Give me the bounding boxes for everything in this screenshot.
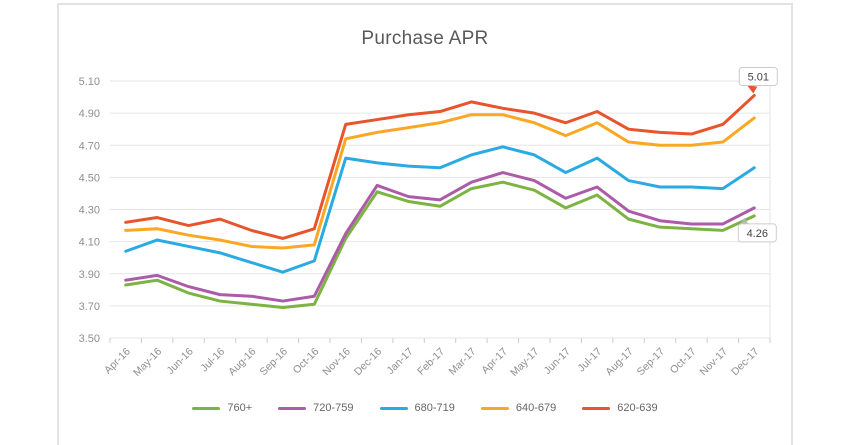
x-axis-tick-label: May-16 xyxy=(131,346,164,379)
legend-label: 680-719 xyxy=(414,402,455,414)
callout-value: 5.01 xyxy=(748,71,769,83)
x-axis-tick-label: Jan-17 xyxy=(385,346,416,377)
legend-item-760+[interactable]: 760+ xyxy=(192,402,252,414)
x-axis-tick-label: Jul-17 xyxy=(576,346,605,375)
legend-item-680-719[interactable]: 680-719 xyxy=(379,402,455,414)
legend-label: 620-639 xyxy=(617,402,658,414)
callout-pointer xyxy=(747,85,758,94)
series-line-720-759[interactable] xyxy=(124,171,756,303)
legend-swatch-icon xyxy=(582,406,611,410)
legend-swatch-icon xyxy=(480,406,509,410)
y-axis-tick-label: 5.10 xyxy=(79,76,100,88)
x-axis-tick-label: Mar-17 xyxy=(447,346,479,378)
legend-swatch-icon xyxy=(278,406,307,410)
chart-legend: 760+ 720-759 680-719 640-679 620-639 xyxy=(57,402,793,414)
legend-item-640-679[interactable]: 640-679 xyxy=(480,402,557,414)
legend-label: 640-679 xyxy=(515,402,557,414)
legend-item-720-759[interactable]: 720-759 xyxy=(278,402,354,414)
callout-box xyxy=(738,66,778,86)
x-axis-tick-label: Jun-17 xyxy=(542,346,573,377)
x-axis-tick-label: Apr-17 xyxy=(479,346,510,377)
y-axis-tick-label: 3.70 xyxy=(79,301,100,313)
x-axis-tick-label: Apr-16 xyxy=(102,346,133,377)
x-axis-tick-label: Sep-16 xyxy=(258,346,291,379)
x-axis-tick-label: Nov-17 xyxy=(698,346,731,379)
callout-box xyxy=(737,223,777,243)
legend-label: 720-759 xyxy=(313,402,354,414)
series-line-640-679[interactable] xyxy=(124,113,756,250)
y-axis-tick-label: 3.90 xyxy=(79,269,100,281)
legend-swatch-icon xyxy=(379,406,408,410)
chart-title: Purchase APR xyxy=(361,28,489,49)
y-axis-tick-label: 4.10 xyxy=(79,237,100,249)
x-axis-tick-label: May-17 xyxy=(508,346,541,379)
series-line-760+[interactable] xyxy=(124,180,756,309)
legend-label: 760+ xyxy=(227,402,253,414)
y-axis-tick-label: 4.50 xyxy=(79,172,100,184)
x-axis-tick-label: Jul-16 xyxy=(198,346,227,375)
legend-swatch-icon xyxy=(192,406,221,410)
x-axis-tick-label: Nov-16 xyxy=(320,346,353,379)
x-axis-tick-label: Sep-17 xyxy=(635,346,668,379)
y-axis-tick-label: 4.30 xyxy=(79,205,100,217)
x-axis-tick-label: Dec-16 xyxy=(352,346,385,379)
y-axis-tick-label: 3.50 xyxy=(79,333,100,345)
series-line-620-639[interactable] xyxy=(124,93,756,240)
legend-item-620-639[interactable]: 620-639 xyxy=(582,402,658,414)
y-axis-tick-label: 4.90 xyxy=(79,108,100,120)
y-axis-tick-label: 4.70 xyxy=(79,140,100,152)
series-line-680-719[interactable] xyxy=(124,145,756,274)
callout-pointer xyxy=(740,217,749,224)
x-axis-tick-label: Jun-16 xyxy=(165,346,196,377)
x-axis-tick-label: Feb-17 xyxy=(415,346,447,378)
x-axis-tick-label: Aug-17 xyxy=(603,346,636,379)
x-axis-tick-label: Oct-17 xyxy=(668,346,699,377)
x-axis-tick-label: Aug-16 xyxy=(226,346,259,379)
callout-value: 4.26 xyxy=(747,228,768,240)
x-axis-tick-label: Oct-16 xyxy=(291,346,322,377)
x-axis-tick-label: Dec-17 xyxy=(729,346,762,379)
